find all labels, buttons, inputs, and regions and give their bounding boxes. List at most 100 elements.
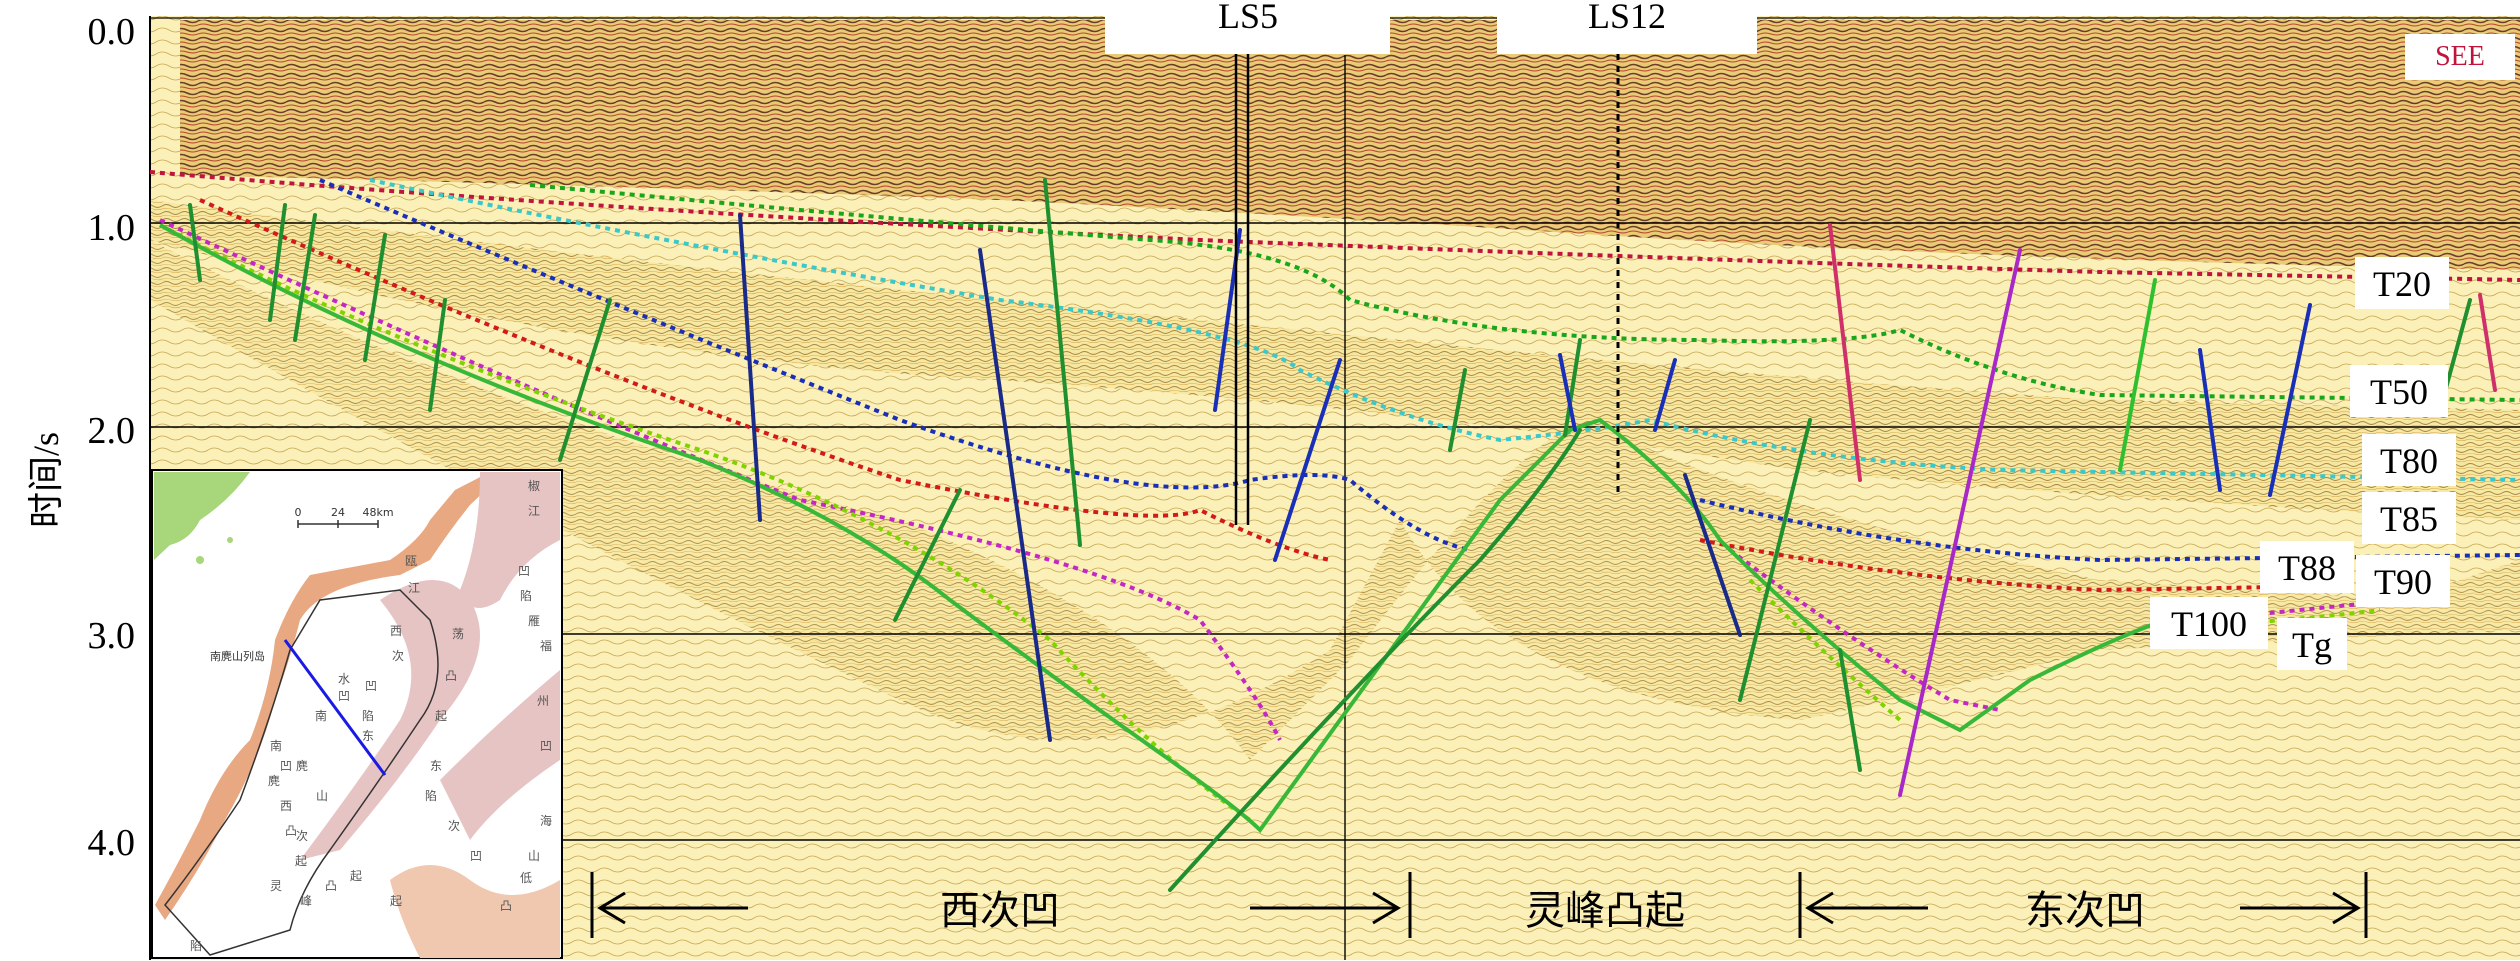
fault-21	[1683, 473, 1742, 637]
svg-text:南麂山列岛: 南麂山列岛	[210, 649, 265, 663]
svg-text:凸: 凸	[285, 824, 297, 838]
fault-20	[1653, 358, 1677, 432]
svg-text:西: 西	[280, 799, 292, 813]
svg-text:起: 起	[350, 869, 362, 883]
label-T90: T90	[2374, 562, 2432, 602]
label-T80: T80	[2380, 441, 2438, 481]
svg-text:海: 海	[540, 813, 552, 828]
svg-text:次: 次	[392, 649, 404, 663]
inset-coast-band	[155, 472, 505, 920]
svg-text:24: 24	[331, 506, 345, 519]
svg-text:麂: 麂	[296, 758, 308, 773]
y-tick-2: 2.0	[88, 410, 136, 452]
svg-text:南: 南	[270, 738, 282, 753]
svg-text:凹: 凹	[338, 689, 350, 703]
direction-label: SEE	[2435, 41, 2485, 72]
svg-text:凸: 凸	[445, 669, 457, 683]
svg-text:0: 0	[295, 506, 302, 519]
fault-lines	[188, 178, 2497, 892]
svg-text:起: 起	[295, 854, 307, 868]
svg-text:凸: 凸	[500, 899, 512, 913]
svg-text:南: 南	[315, 708, 327, 723]
fault-10	[1563, 338, 1582, 437]
svg-text:凹: 凹	[280, 759, 292, 773]
fault-26	[2478, 293, 2497, 392]
svg-text:陷: 陷	[190, 938, 202, 953]
svg-text:峰: 峰	[300, 894, 312, 908]
zone-annotations: 西次凹 灵峰凸起 东次凹	[590, 872, 2368, 938]
svg-text:江: 江	[408, 581, 420, 595]
svg-text:州: 州	[537, 694, 549, 708]
fault-major-basin	[1168, 428, 1582, 892]
svg-text:椒: 椒	[528, 479, 540, 493]
svg-text:凹: 凹	[470, 849, 482, 863]
svg-text:西: 西	[390, 624, 402, 638]
svg-text:灵: 灵	[270, 879, 282, 893]
fault-23	[2268, 303, 2312, 497]
zone-west-subsag: 西次凹	[940, 888, 1060, 933]
fault-4	[363, 233, 387, 362]
fault-2	[268, 203, 287, 322]
svg-text:48km: 48km	[362, 506, 393, 519]
well-LS12: LS12	[1497, 0, 1757, 495]
label-T88: T88	[2278, 548, 2336, 588]
inset-map: 0 24 48km 南麂山列岛 椒 江 凹 陷 雁 荡 凸 起 福 州 凹 陷 …	[151, 469, 563, 959]
inset-uplift-2	[440, 670, 560, 840]
y-tick-0: 0.0	[88, 11, 136, 53]
svg-text:水: 水	[338, 672, 350, 686]
fault-22	[2198, 348, 2222, 492]
horizon-T85	[319, 178, 2520, 563]
fault-6	[558, 298, 612, 462]
svg-text:陷: 陷	[362, 708, 374, 723]
svg-text:凹: 凹	[518, 564, 530, 578]
fault-17	[1273, 358, 1342, 562]
label-T100: T100	[2171, 604, 2247, 644]
label-T20: T20	[2373, 264, 2431, 304]
svg-text:陷: 陷	[425, 788, 437, 803]
inset-uplift-3	[390, 865, 560, 958]
fault-12	[2118, 278, 2157, 472]
direction-box	[2405, 34, 2515, 80]
well-LS5-label: LS5	[1218, 0, 1278, 36]
svg-text:凹: 凹	[365, 679, 377, 693]
y-tick-3: 3.0	[88, 615, 136, 657]
horizon-Tg	[159, 223, 2201, 834]
svg-text:东: 东	[430, 759, 442, 773]
horizon-T88	[199, 198, 2401, 593]
inset-land	[154, 472, 250, 560]
well-LS12-label: LS12	[1588, 0, 1666, 36]
svg-text:起: 起	[435, 709, 447, 723]
horizon-labels: T20 T50 T80 T85 T88 T90 T100 Tg	[2150, 257, 2456, 670]
label-Tg: Tg	[2292, 625, 2332, 665]
fault-15	[738, 213, 762, 522]
y-tick-1: 1.0	[88, 207, 136, 249]
label-T85: T85	[2380, 499, 2438, 539]
horizon-T50	[529, 183, 2520, 402]
svg-text:陷: 陷	[520, 588, 532, 603]
zone-east-subsag: 东次凹	[2025, 888, 2145, 933]
svg-text:低: 低	[520, 871, 532, 885]
fault-14	[1838, 648, 1862, 772]
shallow-strong-reflectors	[180, 20, 2520, 270]
svg-text:山: 山	[316, 789, 328, 803]
fault-11	[1448, 368, 1467, 452]
svg-text:凸: 凸	[325, 879, 337, 893]
fault-19	[1558, 353, 1577, 432]
deep-reflectors	[150, 240, 2520, 760]
well-LS5: LS5	[1105, 0, 1390, 525]
fault-8	[893, 488, 962, 622]
svg-text:次: 次	[448, 819, 460, 833]
fault-9	[1738, 418, 1812, 702]
svg-text:福: 福	[540, 638, 552, 653]
svg-text:瓯: 瓯	[405, 554, 417, 568]
inset-profile-line	[283, 639, 387, 776]
fault-16	[978, 248, 1052, 742]
y-tick-4: 4.0	[88, 822, 136, 864]
fault-7	[1043, 178, 1082, 547]
svg-text:起: 起	[390, 894, 402, 908]
svg-text:凹: 凹	[540, 739, 552, 753]
horizon-lines	[149, 170, 2520, 822]
fault-1	[188, 203, 202, 282]
fault-25	[1898, 248, 2022, 797]
